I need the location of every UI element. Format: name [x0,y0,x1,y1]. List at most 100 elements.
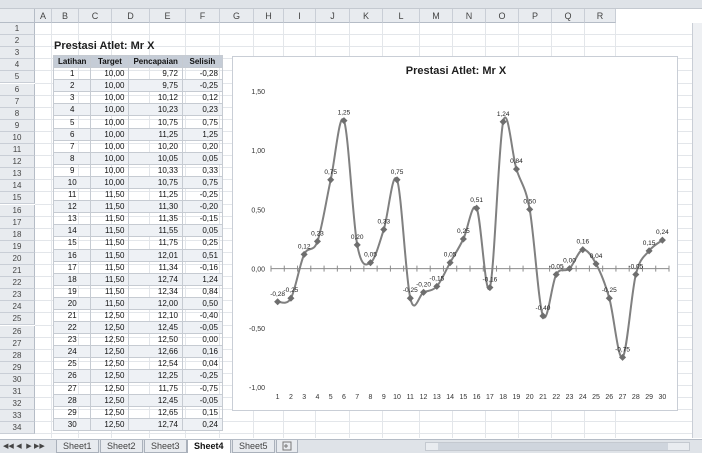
selisih-cell[interactable]: 0,20 [181,139,223,153]
column-header[interactable]: P [519,9,552,23]
target-cell[interactable]: 10,00 [90,67,130,81]
target-cell[interactable]: 11,50 [90,236,130,250]
tab-sheet2[interactable]: Sheet2 [100,440,143,453]
target-cell[interactable]: 10,00 [90,79,130,93]
insert-sheet-icon[interactable] [276,440,298,453]
pencapaian-cell[interactable]: 11,55 [128,224,183,238]
pencapaian-cell[interactable]: 11,30 [128,200,183,214]
selisih-cell[interactable]: 0,24 [181,417,223,431]
header-selisih[interactable]: Selisih [181,54,223,69]
prev-sheet-button[interactable]: ◀ [16,443,22,450]
selisih-cell[interactable]: -0,40 [181,308,223,323]
row-header[interactable]: 20 [0,252,35,265]
selisih-cell[interactable]: 0,84 [181,284,223,298]
row-header[interactable]: 25 [0,313,35,326]
latihan-cell[interactable]: 23 [52,333,92,347]
target-cell[interactable]: 10,00 [90,139,130,153]
row-header[interactable]: 23 [0,289,35,302]
row-header[interactable]: 8 [0,107,35,120]
target-cell[interactable]: 12,50 [90,417,130,431]
selisih-cell[interactable]: 0,51 [181,248,223,262]
latihan-cell[interactable]: 17 [52,260,92,274]
sheet-title-cell[interactable]: Prestasi Atlet: Mr X [54,40,155,52]
column-header[interactable]: Q [552,9,585,23]
column-header[interactable]: J [316,9,350,23]
latihan-cell[interactable]: 4 [52,103,92,117]
selisih-cell[interactable]: -0,05 [181,321,223,335]
row-header[interactable]: 27 [0,337,35,350]
vertical-scrollbar[interactable] [692,23,702,438]
column-header[interactable]: I [284,9,316,23]
latihan-cell[interactable]: 7 [52,139,92,153]
column-header[interactable]: K [350,9,383,23]
row-header[interactable]: 9 [0,119,35,132]
latihan-cell[interactable]: 22 [52,321,92,335]
selisih-cell[interactable]: -0,16 [181,260,223,274]
column-header[interactable]: C [79,9,112,23]
tab-sheet4[interactable]: Sheet4 [187,440,231,453]
select-all-corner[interactable] [0,9,35,23]
target-cell[interactable]: 11,50 [90,272,130,286]
horizontal-scroll-thumb[interactable] [438,443,668,450]
header-target[interactable]: Target [90,54,130,69]
selisih-cell[interactable]: 1,24 [181,272,223,286]
column-header[interactable]: D [112,9,150,23]
column-header[interactable]: F [186,9,220,23]
pencapaian-cell[interactable]: 12,45 [128,321,183,335]
target-cell[interactable]: 12,50 [90,393,130,407]
row-header[interactable]: 17 [0,216,35,229]
selisih-cell[interactable]: -0,25 [181,79,223,93]
target-cell[interactable]: 10,00 [90,175,130,190]
column-header[interactable]: G [220,9,254,23]
target-cell[interactable]: 12,50 [90,381,130,395]
column-header[interactable]: A [35,9,52,23]
column-header[interactable]: H [254,9,284,23]
latihan-cell[interactable]: 6 [52,127,92,141]
latihan-cell[interactable]: 29 [52,405,92,419]
latihan-cell[interactable]: 24 [52,345,92,359]
row-header[interactable]: 19 [0,240,35,253]
target-cell[interactable]: 10,00 [90,103,130,117]
row-header[interactable]: 15 [0,192,35,205]
pencapaian-cell[interactable]: 10,75 [128,115,183,129]
target-cell[interactable]: 12,50 [90,405,130,419]
first-sheet-button[interactable]: ◀◀ [3,443,14,450]
pencapaian-cell[interactable]: 11,35 [128,212,183,226]
latihan-cell[interactable]: 13 [52,212,92,226]
target-cell[interactable]: 11,50 [90,188,130,202]
selisih-cell[interactable]: -0,05 [181,393,223,407]
target-cell[interactable]: 12,50 [90,321,130,335]
selisih-cell[interactable]: 0,05 [181,224,223,238]
pencapaian-cell[interactable]: 11,75 [128,381,183,395]
header-pencapaian[interactable]: Pencapaian [128,54,183,69]
target-cell[interactable]: 12,50 [90,308,130,323]
row-header[interactable]: 12 [0,156,35,169]
target-cell[interactable]: 11,50 [90,200,130,214]
row-header[interactable]: 4 [0,59,35,72]
last-sheet-button[interactable]: ▶▶ [34,443,45,450]
row-header[interactable]: 14 [0,180,35,193]
latihan-cell[interactable]: 3 [52,91,92,105]
target-cell[interactable]: 11,50 [90,260,130,274]
pencapaian-cell[interactable]: 11,75 [128,236,183,250]
row-header[interactable]: 21 [0,265,35,278]
target-cell[interactable]: 10,00 [90,163,130,177]
latihan-cell[interactable]: 12 [52,200,92,214]
selisih-cell[interactable]: 0,15 [181,405,223,419]
pencapaian-cell[interactable]: 12,10 [128,308,183,323]
target-cell[interactable]: 12,50 [90,333,130,347]
next-sheet-button[interactable]: ▶ [26,443,32,450]
pencapaian-cell[interactable]: 12,74 [128,417,183,431]
pencapaian-cell[interactable]: 12,34 [128,284,183,298]
target-cell[interactable]: 10,00 [90,127,130,141]
selisih-cell[interactable]: 0,04 [181,357,223,371]
row-header[interactable]: 31 [0,386,35,399]
latihan-cell[interactable]: 27 [52,381,92,395]
latihan-cell[interactable]: 15 [52,236,92,250]
latihan-cell[interactable]: 28 [52,393,92,407]
pencapaian-cell[interactable]: 12,54 [128,357,183,371]
target-cell[interactable]: 12,50 [90,345,130,359]
target-cell[interactable]: 11,50 [90,284,130,298]
target-cell[interactable]: 10,00 [90,115,130,129]
pencapaian-cell[interactable]: 11,25 [128,188,183,202]
